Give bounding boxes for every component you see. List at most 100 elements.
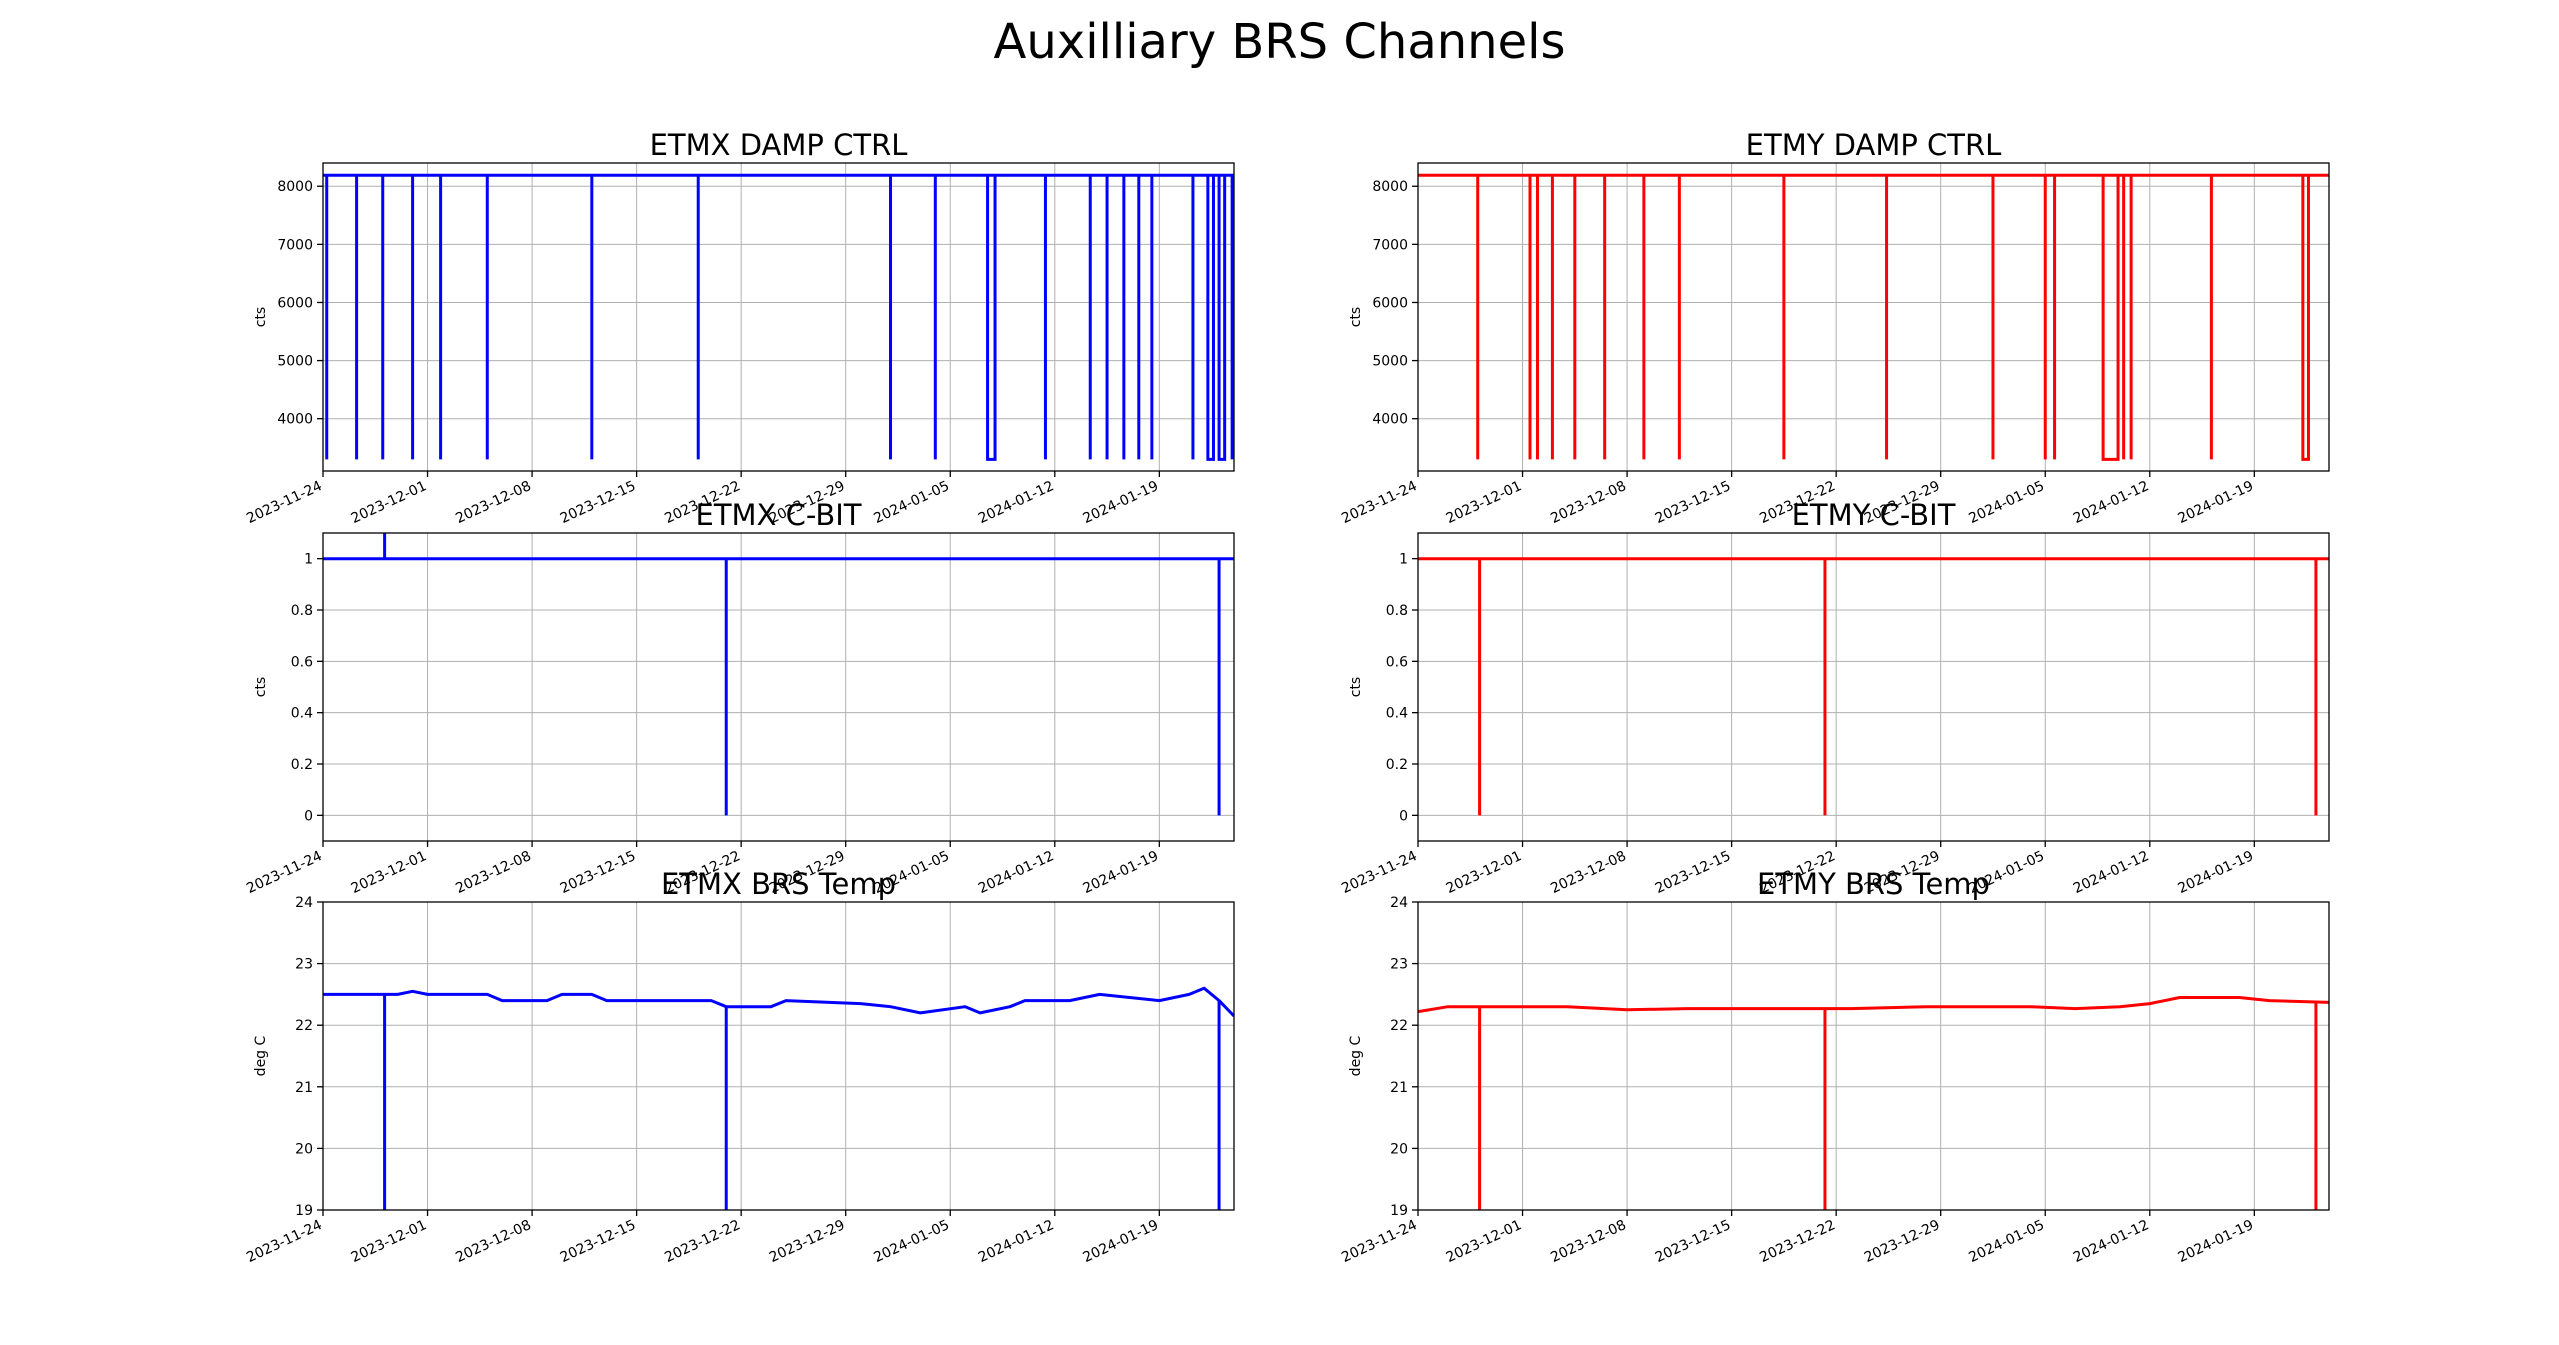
y-axis-label: cts [253, 307, 269, 327]
x-tick-label: 2024-01-19 [2176, 1217, 2257, 1266]
x-tick-label: 2023-12-08 [453, 1217, 534, 1266]
series-4 [323, 986, 1234, 1210]
y-tick-label: 0.6 [1386, 654, 1408, 670]
subplot-etmy-damp-ctrl: 4000 5000 6000 7000 8000 2023-11-24 2023-12-01… [1339, 128, 2330, 527]
x-tick-label: 2023-11-24 [244, 478, 325, 527]
subplot-title: ETMY BRS Temp [1757, 867, 1990, 901]
x-tick-label: 2023-12-01 [349, 1217, 430, 1266]
x-tick-label: 2023-12-29 [767, 1217, 848, 1266]
x-tick-label: 2023-12-15 [558, 1217, 639, 1266]
dip-mark [2301, 175, 2310, 461]
axes-frame [1417, 162, 2330, 472]
y-tick-label: 8000 [277, 179, 313, 195]
series-line [1418, 996, 2329, 1014]
y-axis-label: deg C [1348, 1035, 1364, 1076]
y-tick-label: 22 [295, 1018, 313, 1034]
x-tick-label: 2024-01-19 [2176, 848, 2257, 897]
y-tick-label: 4000 [1372, 412, 1408, 428]
y-tick-label: 7000 [277, 237, 313, 253]
dip-mark [1217, 175, 1227, 461]
x-tick-label: 2023-12-01 [1444, 848, 1525, 897]
x-tick-label: 2023-12-15 [558, 848, 639, 897]
subplot-title: ETMY DAMP CTRL [1746, 128, 2002, 162]
figure-title: Auxilliary BRS Channels [993, 14, 1566, 70]
series-2 [323, 533, 1234, 816]
dip-mark [986, 175, 997, 461]
x-tick-label: 2023-12-01 [349, 478, 430, 527]
y-tick-label: 20 [1390, 1141, 1408, 1157]
y-axis-label: deg C [253, 1035, 269, 1076]
subplot-title: ETMY C-BIT [1792, 498, 1956, 532]
series-3 [1418, 557, 2329, 816]
series-line [323, 986, 1234, 1018]
x-tick-label: 2023-12-22 [662, 1217, 743, 1266]
y-tick-label: 20 [295, 1141, 313, 1157]
x-tick-label: 2023-12-08 [453, 848, 534, 897]
axes-frame [322, 901, 1235, 1211]
series-5 [1418, 996, 2329, 1210]
y-axis-label: cts [253, 677, 269, 697]
x-tick-label: 2023-12-29 [1862, 1217, 1943, 1266]
subplot-title: ETMX C-BIT [696, 498, 862, 532]
y-tick-label: 0.2 [291, 757, 313, 773]
y-tick-label: 6000 [1372, 295, 1408, 311]
x-tick-label: 2024-01-19 [2176, 478, 2257, 527]
x-tick-label: 2023-11-24 [1339, 848, 1420, 897]
x-tick-label: 2023-12-01 [1444, 478, 1525, 527]
y-tick-label: 24 [1390, 895, 1408, 911]
subplot-title: ETMX DAMP CTRL [650, 128, 908, 162]
y-tick-label: 7000 [1372, 237, 1408, 253]
x-tick-label: 2024-01-19 [1081, 848, 1162, 897]
subplot-etmx-damp-ctrl: 4000 5000 6000 7000 8000 2023-11-24 2023-12-01… [244, 128, 1235, 527]
y-tick-label: 21 [1390, 1080, 1408, 1096]
x-tick-label: 2024-01-12 [976, 848, 1057, 897]
y-tick-label: 0.4 [1386, 706, 1408, 722]
y-tick-label: 19 [1390, 1203, 1408, 1219]
x-tick-label: 2024-01-12 [2071, 478, 2152, 527]
y-tick-label: 21 [295, 1080, 313, 1096]
x-tick-label: 2024-01-05 [871, 478, 952, 527]
x-tick-label: 2024-01-05 [871, 1217, 952, 1266]
x-tick-label: 2023-12-08 [1548, 478, 1629, 527]
x-tick-label: 2023-12-01 [1444, 1217, 1525, 1266]
y-tick-label: 6000 [277, 295, 313, 311]
x-tick-label: 2023-11-24 [244, 848, 325, 897]
x-tick-label: 2024-01-12 [976, 478, 1057, 527]
y-tick-label: 1 [1399, 552, 1408, 568]
y-tick-label: 0 [304, 808, 313, 824]
x-tick-label: 2023-11-24 [1339, 1217, 1420, 1266]
y-tick-label: 0.6 [291, 654, 313, 670]
y-tick-label: 5000 [277, 354, 313, 370]
x-tick-label: 2023-11-24 [1339, 478, 1420, 527]
y-tick-label: 5000 [1372, 354, 1408, 370]
y-axis-label: cts [1348, 677, 1364, 697]
x-tick-label: 2024-01-12 [976, 1217, 1057, 1266]
x-tick-label: 2023-12-08 [1548, 1217, 1629, 1266]
subplot-etmy-c-bit: 0 0.2 0.4 0.6 0.8 1 2023-11-24 2023-12-01 2023-1… [1339, 498, 2330, 897]
axes-frame [322, 162, 1235, 472]
y-tick-label: 0.2 [1386, 757, 1408, 773]
x-tick-label: 2023-12-22 [1757, 1217, 1838, 1266]
dip-mark [1206, 175, 1215, 461]
dip-mark [2101, 175, 2120, 461]
x-tick-label: 2024-01-05 [1966, 478, 2047, 527]
y-tick-label: 8000 [1372, 179, 1408, 195]
y-tick-label: 23 [295, 957, 313, 973]
y-tick-label: 1 [304, 552, 313, 568]
x-tick-label: 2023-12-15 [1653, 478, 1734, 527]
y-tick-label: 4000 [277, 412, 313, 428]
axes-frame [1417, 532, 2330, 842]
series-0 [323, 173, 1234, 461]
x-tick-label: 2024-01-12 [2071, 1217, 2152, 1266]
subplot-title: ETMX BRS Temp [661, 867, 896, 901]
y-tick-label: 0 [1399, 808, 1408, 824]
x-tick-label: 2023-12-01 [349, 848, 430, 897]
subplot-etmx-brs-temp: 19 20 21 22 23 24 2023-11-24 2023-12-01 2023-12-… [244, 867, 1235, 1266]
x-tick-label: 2023-12-15 [558, 478, 639, 527]
axes-frame [1417, 901, 2330, 1211]
y-tick-label: 0.8 [1386, 603, 1408, 619]
x-tick-label: 2023-12-08 [1548, 848, 1629, 897]
x-tick-label: 2023-11-24 [244, 1217, 325, 1266]
y-tick-label: 22 [1390, 1018, 1408, 1034]
x-tick-label: 2024-01-19 [1081, 1217, 1162, 1266]
